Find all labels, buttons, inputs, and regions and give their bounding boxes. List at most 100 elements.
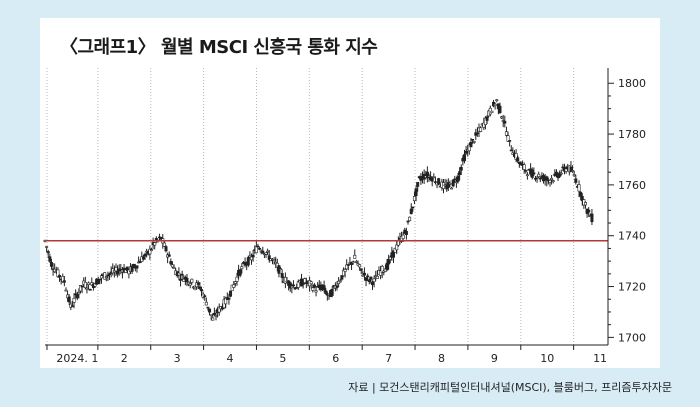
candle xyxy=(67,294,71,305)
candle-body xyxy=(467,144,471,152)
candle-body xyxy=(471,138,475,141)
candle-body xyxy=(464,151,468,154)
candle xyxy=(416,181,420,192)
candle-body xyxy=(114,267,118,272)
candle-body xyxy=(587,209,591,213)
candle xyxy=(583,201,587,209)
candle-body xyxy=(375,276,379,279)
candle xyxy=(506,131,510,143)
candle-body xyxy=(380,265,384,273)
candle-body xyxy=(362,272,366,276)
candle xyxy=(414,185,418,202)
candle xyxy=(542,173,546,184)
candle xyxy=(93,282,97,289)
candle-body xyxy=(508,140,512,142)
candle xyxy=(154,236,158,244)
candle-body xyxy=(524,169,528,172)
candle xyxy=(358,264,362,271)
candle-body xyxy=(169,261,173,265)
x-tick-labels: 2024. 1 2 3 4 5 6 7 8 9 10 11 xyxy=(56,352,607,365)
candle-body xyxy=(577,184,581,192)
candle xyxy=(135,265,139,273)
candle xyxy=(251,249,255,262)
candle xyxy=(525,172,529,180)
candle-body xyxy=(538,177,542,180)
candle xyxy=(111,263,115,276)
candle-body xyxy=(411,206,415,209)
candle-body xyxy=(414,188,418,197)
candle-body xyxy=(537,173,541,177)
candle-body xyxy=(506,135,510,142)
candle xyxy=(204,297,208,306)
candle xyxy=(264,252,268,258)
candle xyxy=(369,276,373,284)
candle xyxy=(479,126,483,133)
candle-body xyxy=(312,284,316,288)
candle-body xyxy=(525,174,529,177)
candle xyxy=(311,284,315,293)
candle-body xyxy=(412,196,416,202)
candle-body xyxy=(254,246,258,254)
candle-body xyxy=(104,276,108,279)
candle-body xyxy=(46,251,50,254)
candle-body xyxy=(335,285,339,288)
candle xyxy=(206,306,210,311)
candle-body xyxy=(280,273,284,278)
chart-panel xyxy=(40,18,660,368)
candle xyxy=(516,155,520,163)
candle-body xyxy=(62,280,66,283)
candle-body xyxy=(256,245,260,248)
candle-body xyxy=(162,242,166,247)
candle xyxy=(366,273,370,282)
candle xyxy=(474,128,478,140)
y-tick-label: 1700 xyxy=(618,331,646,344)
candle xyxy=(88,288,92,291)
candle xyxy=(411,206,415,212)
candle xyxy=(87,281,91,290)
candle xyxy=(450,186,454,190)
candle-body xyxy=(509,149,513,152)
candle xyxy=(554,169,558,178)
x-tick-label: 6 xyxy=(332,352,339,365)
candle xyxy=(119,263,123,275)
candle-body xyxy=(516,157,520,162)
candle-body xyxy=(190,278,194,283)
candle xyxy=(179,273,183,287)
candle xyxy=(343,267,347,278)
candle-body xyxy=(138,260,142,264)
candle xyxy=(340,275,344,281)
candle xyxy=(46,249,50,258)
candle xyxy=(509,145,513,152)
x-tick-label: 3 xyxy=(174,352,181,365)
candle xyxy=(227,293,231,305)
candle-body xyxy=(475,132,479,135)
candle-body xyxy=(367,279,371,283)
candle-body xyxy=(453,178,457,181)
candle xyxy=(537,171,541,179)
candle-body xyxy=(148,248,152,255)
candle-body xyxy=(272,259,276,261)
candle xyxy=(240,263,244,274)
candle xyxy=(375,270,379,279)
candle-body xyxy=(351,261,355,264)
candle-body xyxy=(448,183,452,185)
candle xyxy=(279,267,283,270)
candle-body xyxy=(83,281,87,288)
candle-body xyxy=(93,283,97,287)
candle-body xyxy=(240,266,244,270)
candle-body xyxy=(70,305,74,307)
candle xyxy=(471,138,475,144)
candle xyxy=(103,272,107,280)
candle xyxy=(409,203,413,215)
candle xyxy=(472,140,476,144)
candle xyxy=(500,115,504,120)
candle xyxy=(166,252,170,264)
candle-body xyxy=(406,220,410,223)
candle xyxy=(330,286,334,298)
candle-body xyxy=(551,180,555,182)
candle xyxy=(538,177,542,183)
candle xyxy=(395,240,399,255)
candle xyxy=(585,208,589,218)
candle xyxy=(341,267,345,277)
